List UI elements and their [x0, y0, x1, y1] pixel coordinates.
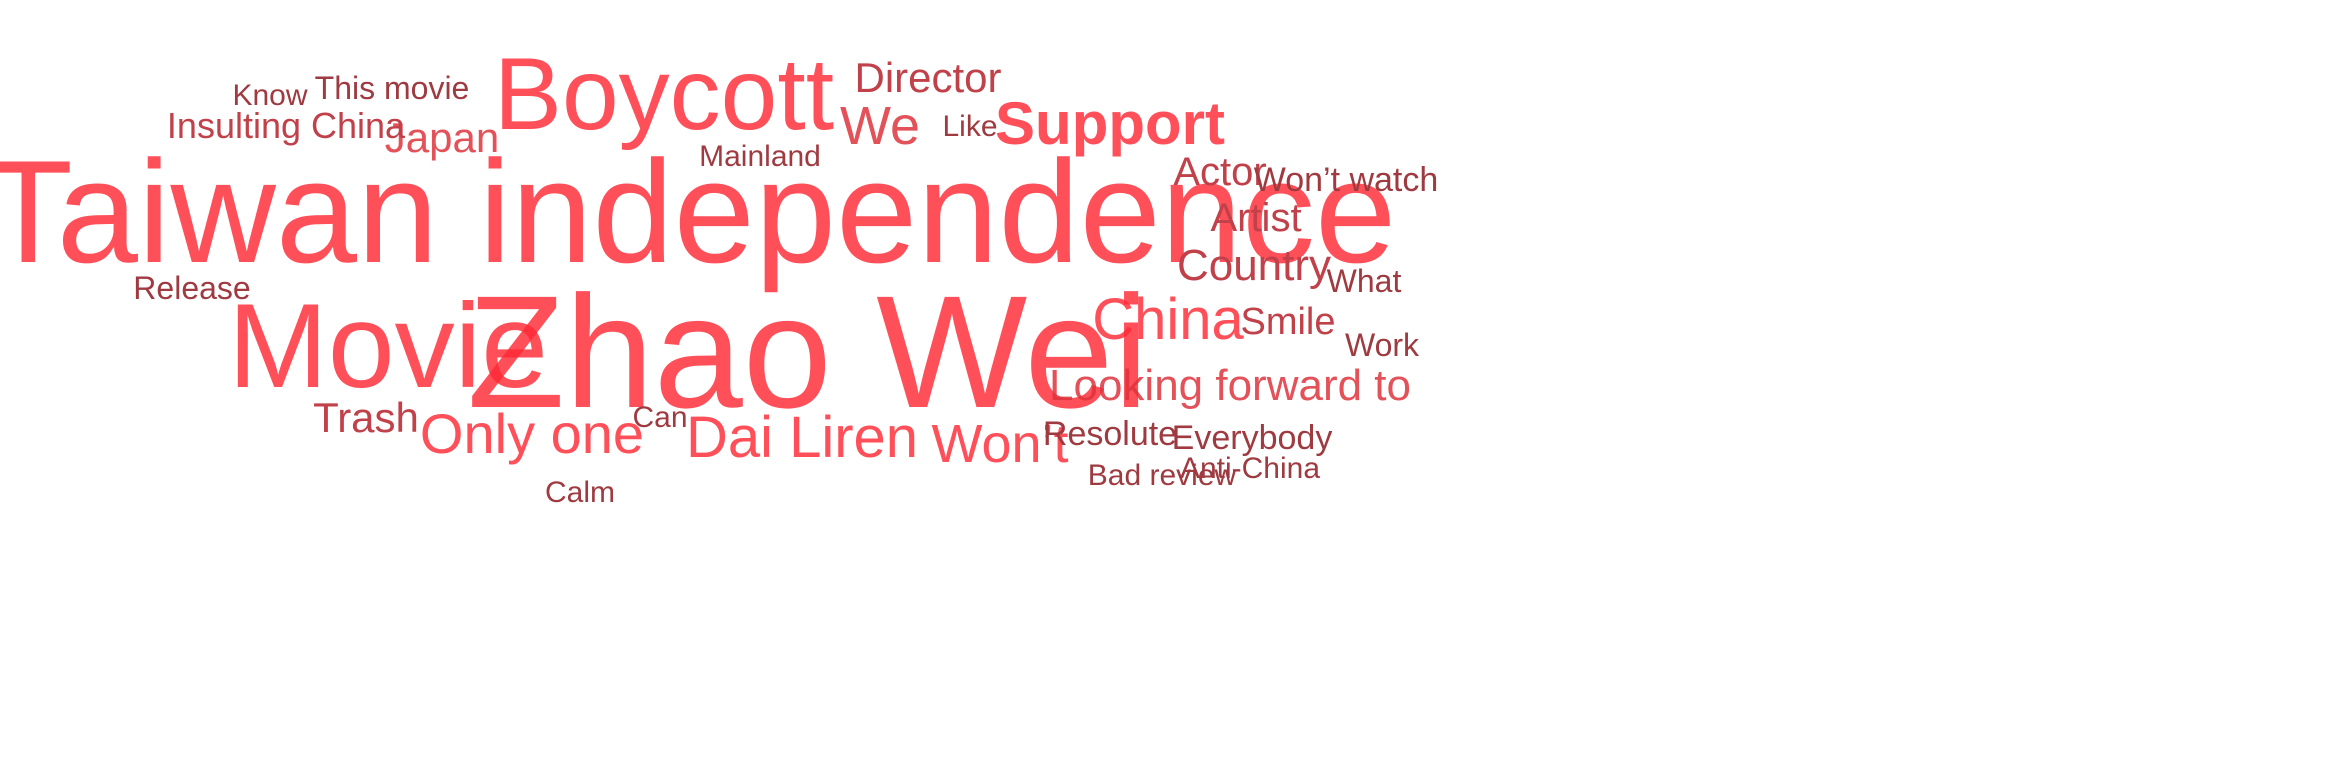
- word-director: Director: [854, 54, 1002, 101]
- word-taiwan-independence: Taiwan independence: [0, 130, 1397, 293]
- word-bad-review: Bad review: [1087, 459, 1237, 492]
- word-anti-china: Anti-China: [1179, 452, 1321, 485]
- word-wont-watch: Won’t watch: [1253, 161, 1439, 199]
- word-know: Know: [232, 79, 308, 112]
- word-release: Release: [133, 270, 251, 306]
- word-can: Can: [632, 401, 688, 434]
- word-china: China: [1092, 287, 1244, 352]
- word-calm: Calm: [544, 476, 616, 509]
- word-everybody: Everybody: [1171, 419, 1333, 457]
- word-wont: Won’t: [931, 414, 1069, 474]
- word-artist: Artist: [1210, 196, 1302, 240]
- word-support: Support: [995, 90, 1225, 157]
- word-insulting-china: Insulting China: [166, 105, 406, 146]
- word-work: Work: [1344, 327, 1420, 363]
- word-looking-forward-to: Looking forward to: [1049, 361, 1411, 410]
- word-dai-liren: Dai Liren: [685, 405, 919, 470]
- word-mainland: Mainland: [699, 140, 821, 173]
- word-actor: Actor: [1173, 150, 1267, 194]
- word-smile: Smile: [1240, 301, 1336, 343]
- word-we: We: [839, 96, 921, 156]
- word-country: Country: [1176, 241, 1332, 290]
- word-what: What: [1326, 263, 1402, 299]
- word-zhao-wei: Zhao Wei: [467, 262, 1149, 441]
- word-trash: Trash: [313, 394, 419, 441]
- word-resolute: Resolute: [1042, 415, 1178, 453]
- word-this-movie: This movie: [314, 70, 470, 106]
- word-boycott: Boycott: [493, 37, 835, 151]
- word-japan: Japan: [384, 114, 500, 161]
- word-only-one: Only one: [419, 402, 645, 465]
- word-like: Like: [942, 110, 998, 143]
- word-movie: Movie: [227, 279, 549, 413]
